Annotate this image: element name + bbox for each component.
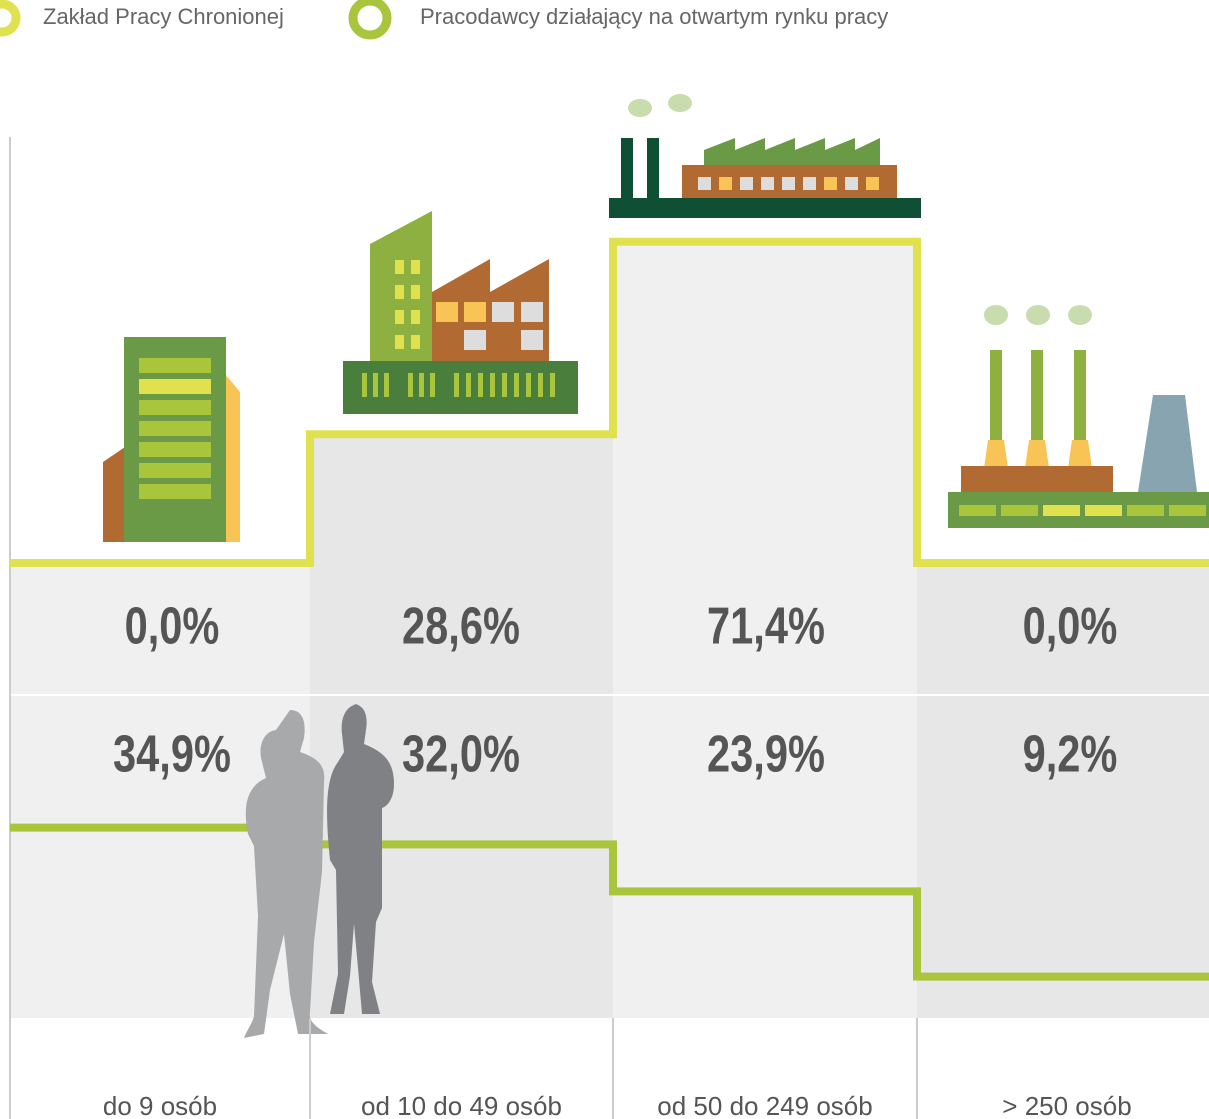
legend-marker (353, 1, 387, 35)
small-office-icon (103, 337, 240, 542)
legend-label: Zakład Pracy Chronionej (43, 4, 284, 29)
value-label: 34,9% (113, 724, 231, 783)
x-tick-label: od 50 do 249 osób (657, 1091, 872, 1119)
x-tick-label: > 250 osób (1002, 1091, 1131, 1119)
value-label: 0,0% (125, 596, 220, 655)
legend: Zakład Pracy Chronionej Pracodawcy dział… (0, 1, 888, 35)
value-label: 28,6% (402, 596, 520, 655)
infographic: 0,0% 28,6% 71,4% 0,0% 34,9% 32,0% 23,9% 9,2% do… (0, 0, 1209, 1119)
value-label: 71,4% (707, 596, 825, 655)
legend-marker (0, 4, 16, 32)
power-plant-icon (948, 305, 1209, 528)
large-factory-icon (609, 94, 921, 218)
legend-label: Pracodawcy działający na otwartym rynku … (420, 4, 888, 29)
value-label: 23,9% (707, 724, 825, 783)
value-label: 32,0% (402, 724, 520, 783)
x-tick-label: od 10 do 49 osób (361, 1091, 562, 1119)
value-label: 9,2% (1023, 724, 1118, 783)
x-tick-label: do 9 osób (103, 1091, 217, 1119)
medium-factory-icon (343, 211, 578, 414)
value-label: 0,0% (1023, 596, 1118, 655)
